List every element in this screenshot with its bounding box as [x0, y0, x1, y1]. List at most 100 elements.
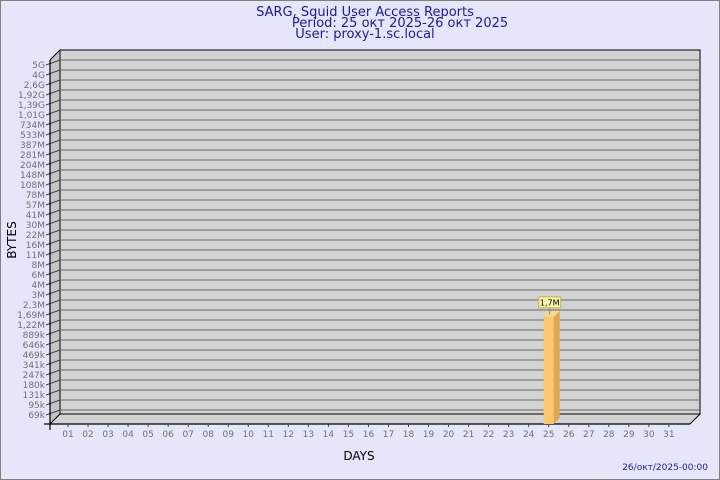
y-tick-label: 2,6G: [24, 81, 45, 91]
y-tick-mark: [45, 209, 61, 216]
bar: [543, 316, 554, 424]
y-tick-label: 1,22M: [17, 321, 45, 331]
y-tick-label: 247k: [23, 371, 46, 381]
x-tick-label: 31: [663, 430, 674, 440]
y-tick-label: 5G: [32, 61, 45, 71]
y-tick-mark: [45, 379, 61, 386]
x-tick-label: 01: [62, 430, 73, 440]
y-tick-label: 22M: [26, 231, 45, 241]
x-tick-label: 07: [182, 430, 193, 440]
report-title: SARG, Squid User Access Reports: [256, 5, 474, 20]
y-tick-mark: [45, 249, 61, 256]
y-tick-label: 8M: [32, 261, 46, 271]
y-tick-mark: [45, 159, 61, 166]
y-tick-label: 734M: [20, 121, 45, 131]
x-tick-label: 19: [423, 430, 435, 440]
x-tick-label: 20: [443, 430, 455, 440]
x-tick-label: 13: [303, 430, 314, 440]
plot-side-wall: [49, 48, 61, 426]
y-tick-label: 341k: [23, 361, 46, 371]
y-tick-label: 108M: [20, 181, 45, 191]
x-tick-label: 02: [82, 430, 93, 440]
x-tick-label: 15: [343, 430, 354, 440]
x-tick-label: 08: [202, 430, 214, 440]
y-tick-label: 2,3M: [23, 301, 45, 311]
y-tick-mark: [45, 219, 61, 226]
x-tick-label: 16: [363, 430, 375, 440]
bar-top: [543, 310, 560, 317]
y-tick-mark: [45, 309, 61, 316]
y-tick-mark: [45, 169, 61, 176]
y-tick-label: 387M: [20, 141, 45, 151]
x-tick-label: 30: [643, 430, 655, 440]
y-tick-mark: [45, 199, 61, 206]
y-tick-mark: [45, 339, 61, 346]
generated-timestamp: 26/окт/2025-00:00: [622, 463, 708, 473]
y-tick-mark: [45, 319, 61, 326]
bar-value-label: 1,7M: [540, 298, 560, 307]
y-tick-mark: [45, 269, 61, 276]
y-tick-mark: [45, 69, 61, 76]
y-tick-label: 281M: [20, 151, 45, 161]
x-tick-label: 10: [243, 430, 255, 440]
plot-floor: [48, 413, 702, 425]
y-tick-label: 16M: [26, 241, 45, 251]
y-tick-label: 3M: [32, 291, 46, 301]
y-tick-label: 646k: [23, 341, 46, 351]
bar-side: [553, 310, 560, 424]
y-tick-label: 69k: [28, 411, 45, 421]
bar-label-box: [538, 296, 562, 309]
y-tick-label: 1,69M: [17, 311, 45, 321]
y-tick-mark: [45, 359, 61, 366]
x-tick-label: 17: [383, 430, 394, 440]
x-tick-label: 25: [543, 430, 554, 440]
y-tick-mark: [45, 229, 61, 236]
y-tick-label: 78M: [26, 191, 45, 201]
x-tick-label: 18: [403, 430, 415, 440]
x-tick-label: 06: [162, 430, 174, 440]
y-tick-mark: [45, 129, 61, 136]
y-tick-label: 204M: [20, 161, 45, 171]
report-user: User: proxy-1.sc.local: [295, 27, 434, 42]
y-tick-label: 1,01G: [18, 111, 45, 121]
y-tick-mark: [45, 369, 61, 376]
y-tick-mark: [45, 289, 61, 296]
y-tick-label: 469k: [23, 351, 46, 361]
x-tick-label: 04: [122, 430, 134, 440]
x-tick-label: 05: [142, 430, 153, 440]
y-tick-mark: [45, 409, 61, 416]
y-tick-label: 41M: [26, 211, 45, 221]
y-tick-mark: [45, 259, 61, 266]
report-period: Period: 25 окт 2025-26 окт 2025: [292, 16, 508, 31]
x-tick-label: 26: [563, 430, 575, 440]
y-tick-mark: [45, 279, 61, 286]
y-tick-label: 11M: [26, 251, 45, 261]
x-tick-label: 23: [503, 430, 514, 440]
y-tick-label: 889k: [23, 331, 46, 341]
y-tick-mark: [45, 189, 61, 196]
y-tick-label: 1,92G: [18, 91, 45, 101]
y-tick-mark: [45, 89, 61, 96]
x-tick-label: 09: [223, 430, 235, 440]
y-tick-label: 148M: [20, 171, 45, 181]
x-axis-label: DAYS: [343, 449, 374, 463]
y-tick-label: 1,39G: [18, 101, 45, 111]
y-tick-mark: [45, 119, 61, 126]
y-tick-label: 4G: [32, 71, 45, 81]
x-tick-label: 03: [102, 430, 113, 440]
x-tick-label: 29: [623, 430, 635, 440]
y-tick-label: 30M: [26, 221, 45, 231]
y-tick-mark: [45, 299, 61, 306]
y-tick-mark: [45, 109, 61, 116]
y-tick-label: 533M: [20, 131, 45, 141]
y-tick-mark: [45, 149, 61, 156]
y-axis-label: BYTES: [5, 221, 19, 258]
y-tick-mark: [45, 329, 61, 336]
y-tick-mark: [45, 139, 61, 146]
plot-back-wall: [59, 49, 701, 415]
y-tick-mark: [45, 399, 61, 406]
y-tick-label: 95k: [28, 401, 45, 411]
x-tick-label: 22: [483, 430, 494, 440]
y-tick-label: 4M: [32, 281, 46, 291]
